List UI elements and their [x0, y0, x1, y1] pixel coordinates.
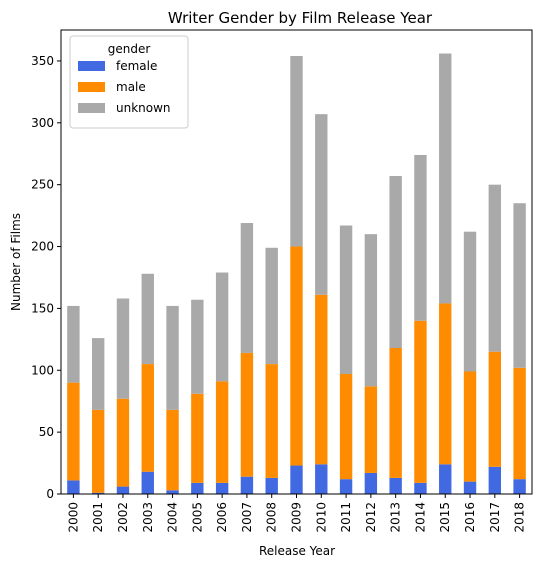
bar-female-2002 [116, 486, 130, 494]
x-tick-label: 2003 [141, 502, 155, 533]
x-tick-label: 2009 [290, 502, 304, 533]
chart-title: Writer Gender by Film Release Year [168, 9, 433, 27]
bar-male-2000 [67, 382, 80, 481]
bar-unknown-2007 [240, 223, 254, 353]
bar-unknown-2001 [91, 338, 105, 410]
bar-female-2017 [488, 466, 502, 494]
bar-female-2003 [141, 471, 154, 494]
bar-unknown-2012 [364, 234, 378, 387]
bar-unknown-2002 [116, 298, 130, 399]
x-tick-label: 2018 [513, 502, 527, 533]
bar-male-2015 [439, 303, 452, 465]
bar-unknown-2010 [315, 114, 328, 295]
bar-female-2004 [166, 490, 179, 494]
bar-female-2011 [339, 479, 353, 494]
x-axis-label: Release Year [259, 544, 335, 558]
bar-unknown-2000 [67, 305, 80, 383]
bar-unknown-2017 [488, 184, 502, 352]
bar-male-2016 [463, 371, 477, 482]
bar-male-2002 [116, 398, 130, 487]
bar-male-2011 [339, 373, 353, 480]
bar-unknown-2005 [191, 299, 204, 394]
bar-female-2007 [240, 476, 254, 494]
x-tick-label: 2008 [265, 502, 279, 533]
bar-female-2014 [414, 482, 427, 494]
x-tick-label: 2000 [66, 502, 80, 533]
bar-male-2008 [265, 364, 278, 478]
x-axis: 2000 2001 2002 2003 2004 2005 2006 2007 2008 2009… [66, 494, 527, 533]
legend-label-male: male [116, 80, 146, 94]
bar-unknown-2003 [141, 273, 154, 365]
bar-unknown-2014 [414, 154, 427, 321]
bar-female-2010 [315, 464, 328, 494]
legend-title: gender [108, 42, 151, 56]
bar-unknown-2011 [339, 225, 353, 374]
x-tick-label: 2002 [116, 502, 130, 533]
x-tick-label: 2004 [166, 502, 180, 533]
bar-male-2018 [513, 367, 526, 480]
x-tick-label: 2017 [488, 502, 502, 533]
bar-female-2008 [265, 477, 278, 494]
bar-male-2007 [240, 352, 254, 477]
y-tick-label: 350 [31, 54, 54, 68]
x-tick-label: 2006 [215, 502, 229, 533]
bar-male-2009 [290, 246, 303, 466]
legend-swatch-female [78, 61, 105, 71]
bar-female-2006 [215, 482, 229, 494]
bar-unknown-2006 [215, 272, 229, 382]
x-tick-label: 2016 [463, 502, 477, 533]
bar-unknown-2013 [389, 176, 402, 348]
bar-unknown-2016 [463, 231, 477, 372]
bar-unknown-2009 [290, 55, 303, 247]
bar-male-2012 [364, 386, 378, 473]
bar-male-2004 [166, 409, 179, 491]
legend-swatch-male [78, 82, 105, 92]
bar-unknown-2004 [166, 305, 179, 410]
bar-female-2012 [364, 472, 378, 494]
bar-male-2006 [215, 381, 229, 483]
legend-label-female: female [116, 59, 157, 73]
legend: gender female male unknown [69, 35, 189, 129]
bar-female-2001 [91, 492, 105, 494]
bar-female-2018 [513, 479, 526, 494]
bar-male-2010 [315, 294, 328, 465]
bar-unknown-2018 [513, 203, 526, 368]
bar-male-2014 [414, 320, 427, 483]
bar-female-2015 [439, 464, 452, 494]
x-tick-label: 2012 [364, 502, 378, 533]
bar-male-2003 [141, 364, 154, 472]
bar-male-2001 [91, 409, 105, 493]
y-tick-label: 150 [31, 301, 54, 315]
bars-group [67, 53, 526, 494]
y-axis-label: Number of Films [9, 213, 23, 311]
y-tick-label: 200 [31, 240, 54, 254]
x-tick-label: 2007 [240, 502, 254, 533]
bar-female-2013 [389, 477, 402, 494]
y-tick-label: 250 [31, 178, 54, 192]
legend-label-unknown: unknown [116, 101, 171, 115]
y-tick-label: 100 [31, 363, 54, 377]
y-tick-label: 300 [31, 116, 54, 130]
x-tick-label: 2014 [413, 502, 427, 533]
legend-swatch-unknown [78, 103, 105, 113]
y-axis: 0 50 100 150 200 250 300 350 [31, 54, 61, 501]
bar-male-2013 [389, 347, 402, 478]
x-tick-label: 2013 [389, 502, 403, 533]
x-tick-label: 2001 [91, 502, 105, 533]
y-tick-label: 50 [39, 425, 54, 439]
x-tick-label: 2005 [190, 502, 204, 533]
x-tick-label: 2015 [438, 502, 452, 533]
bar-female-2005 [191, 482, 204, 494]
bar-unknown-2008 [265, 247, 278, 365]
x-tick-label: 2011 [339, 502, 353, 533]
bar-male-2017 [488, 351, 502, 467]
bar-female-2016 [463, 481, 477, 494]
bar-female-2009 [290, 465, 303, 494]
bar-male-2005 [191, 393, 204, 483]
x-tick-label: 2010 [314, 502, 328, 533]
y-tick-label: 0 [46, 487, 54, 501]
bar-unknown-2015 [439, 53, 452, 304]
bar-female-2000 [67, 480, 80, 494]
